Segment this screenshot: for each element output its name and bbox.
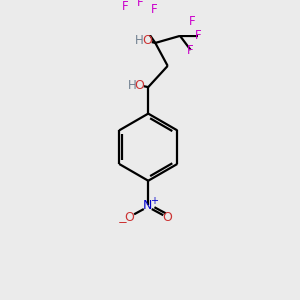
Text: F: F — [194, 29, 201, 42]
Text: H: H — [128, 79, 137, 92]
Text: −: − — [118, 216, 128, 229]
Text: N: N — [143, 199, 152, 212]
Text: O: O — [134, 79, 144, 92]
Text: F: F — [151, 3, 158, 16]
Text: +: + — [149, 196, 158, 206]
Text: F: F — [122, 0, 129, 13]
Text: F: F — [187, 44, 194, 56]
Text: H: H — [135, 34, 144, 47]
Text: F: F — [189, 15, 196, 28]
Text: F: F — [137, 0, 144, 9]
Text: O: O — [142, 34, 152, 47]
Text: O: O — [124, 211, 134, 224]
Text: O: O — [163, 211, 172, 224]
